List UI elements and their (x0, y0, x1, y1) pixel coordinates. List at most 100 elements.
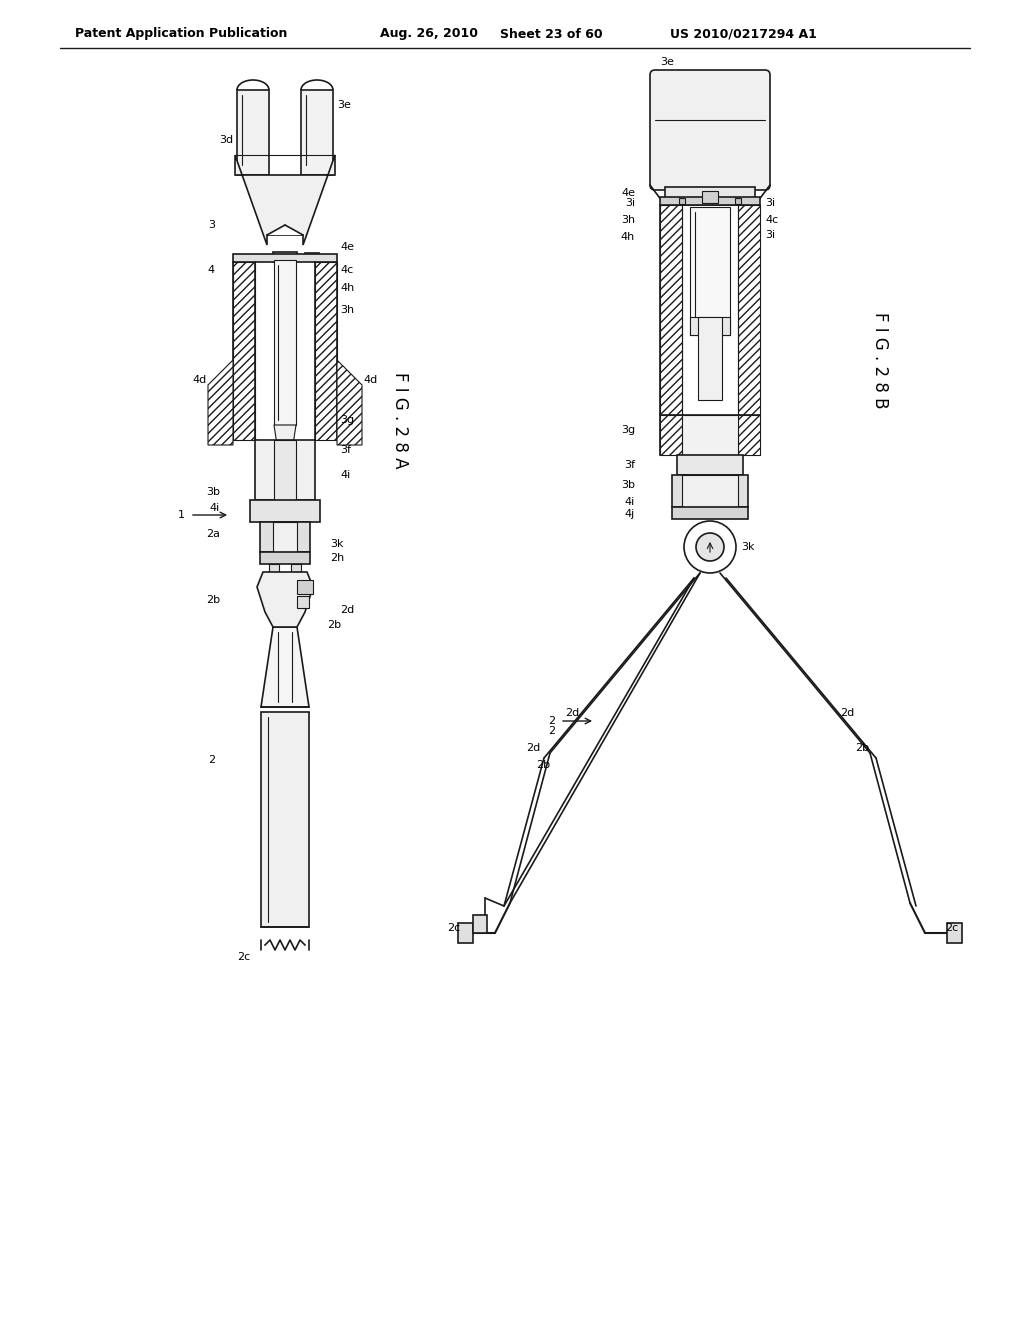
Bar (273, 252, 297, 261)
Bar (473, 915, 487, 933)
Text: 4i: 4i (210, 503, 220, 513)
Text: Patent Application Publication: Patent Application Publication (75, 28, 288, 41)
Text: 2c: 2c (237, 952, 250, 962)
Bar (735, 198, 741, 205)
FancyBboxPatch shape (650, 70, 770, 190)
Bar (698, 317, 722, 400)
Text: 2d: 2d (525, 743, 540, 752)
Text: Sheet 23 of 60: Sheet 23 of 60 (500, 28, 603, 41)
Bar (738, 205, 760, 414)
Bar (291, 564, 301, 572)
Text: 3g: 3g (340, 414, 354, 425)
Bar (947, 923, 962, 942)
Bar (660, 205, 682, 414)
Text: 2: 2 (548, 726, 555, 737)
Text: 3h: 3h (340, 305, 354, 315)
Text: 4: 4 (208, 265, 215, 275)
Bar (250, 500, 319, 521)
Bar (233, 253, 337, 261)
Text: 3i: 3i (765, 198, 775, 209)
Text: F I G . 2 8 A: F I G . 2 8 A (391, 372, 409, 469)
Text: 3i: 3i (625, 198, 635, 209)
Bar (297, 597, 309, 609)
Bar (269, 564, 279, 572)
Bar (660, 414, 760, 455)
Bar (682, 475, 738, 507)
Text: 3k: 3k (330, 539, 343, 549)
Text: 3b: 3b (206, 487, 220, 498)
Bar (690, 317, 730, 335)
Polygon shape (237, 90, 269, 176)
Bar (679, 198, 685, 205)
Polygon shape (337, 360, 362, 445)
Text: 2c: 2c (945, 923, 958, 933)
Text: 4c: 4c (765, 215, 778, 224)
Text: 3: 3 (208, 220, 215, 230)
Text: 2a: 2a (206, 529, 220, 539)
Bar (274, 260, 296, 425)
Bar (255, 440, 315, 500)
Bar (297, 579, 313, 594)
Text: 4e: 4e (621, 187, 635, 198)
Bar (315, 261, 337, 440)
Text: w: w (713, 544, 721, 554)
Text: 3h: 3h (621, 215, 635, 224)
Text: 2b: 2b (855, 743, 869, 752)
Bar (682, 414, 738, 455)
Text: 3k: 3k (741, 543, 755, 552)
Text: 2h: 2h (330, 553, 344, 564)
Polygon shape (695, 698, 715, 718)
Text: 3b: 3b (621, 480, 635, 490)
Text: 2b: 2b (206, 595, 220, 605)
Text: 3f: 3f (624, 459, 635, 470)
Text: 1: 1 (178, 510, 185, 520)
Text: Aug. 26, 2010: Aug. 26, 2010 (380, 28, 478, 41)
Text: 3g: 3g (621, 425, 635, 436)
Text: 3e: 3e (660, 57, 674, 67)
Bar (260, 521, 310, 552)
Bar (672, 475, 748, 507)
Polygon shape (267, 224, 303, 235)
Text: 2d: 2d (565, 708, 580, 718)
Bar (233, 261, 255, 440)
Text: 3f: 3f (340, 445, 351, 455)
Text: 4h: 4h (340, 282, 354, 293)
Text: 4i: 4i (340, 470, 350, 480)
Bar (690, 207, 730, 335)
Bar (672, 507, 748, 519)
Bar (273, 521, 297, 552)
Text: 4j: 4j (625, 510, 635, 519)
Text: 4d: 4d (362, 375, 377, 385)
Text: 3e: 3e (337, 100, 351, 110)
Polygon shape (274, 425, 296, 445)
Bar (677, 455, 743, 475)
Text: 4i: 4i (625, 498, 635, 507)
Text: US 2010/0217294 A1: US 2010/0217294 A1 (670, 28, 817, 41)
Text: 2d: 2d (840, 708, 854, 718)
Text: 2: 2 (548, 715, 555, 726)
Bar (738, 414, 760, 455)
Bar (660, 414, 682, 455)
Text: 2c: 2c (446, 923, 460, 933)
Bar (660, 197, 760, 205)
Text: 4c: 4c (340, 265, 353, 275)
Text: 2: 2 (208, 755, 215, 766)
Circle shape (696, 533, 724, 561)
Polygon shape (257, 572, 313, 627)
Bar (260, 552, 310, 564)
Text: 2d: 2d (340, 605, 354, 615)
Bar (458, 923, 473, 942)
Text: 2b: 2b (327, 620, 341, 630)
Text: 4d: 4d (193, 375, 207, 385)
Text: F I G . 2 8 B: F I G . 2 8 B (871, 312, 889, 408)
Polygon shape (261, 627, 309, 708)
Polygon shape (208, 360, 233, 445)
Bar (702, 191, 718, 203)
Polygon shape (234, 154, 335, 246)
Polygon shape (301, 90, 333, 176)
Text: 4e: 4e (340, 242, 354, 252)
Text: 2b: 2b (536, 760, 550, 770)
Bar (305, 253, 319, 260)
Text: 3d: 3d (219, 135, 233, 145)
Text: 3i: 3i (765, 230, 775, 240)
